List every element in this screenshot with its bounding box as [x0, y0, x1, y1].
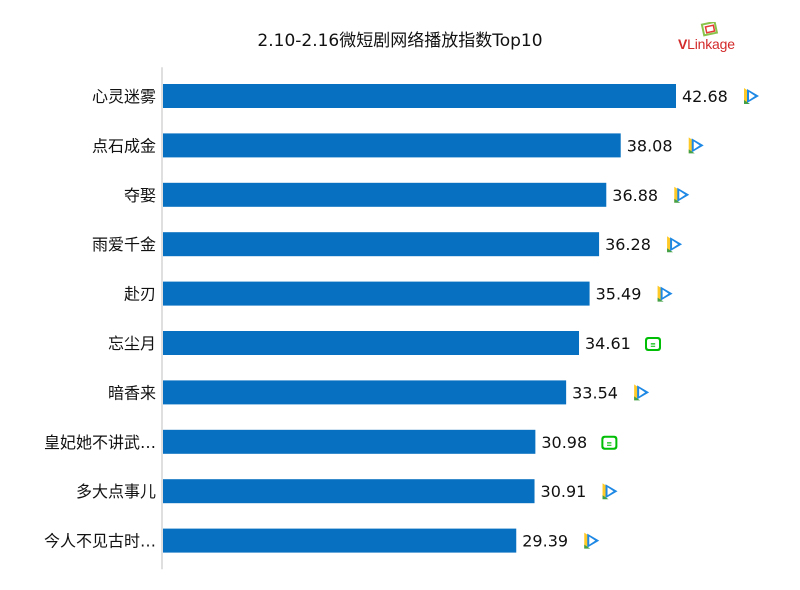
- bar: [163, 429, 536, 454]
- data-label: 36.88: [612, 186, 658, 205]
- vlinkage-logo: VLinkage: [678, 22, 768, 58]
- tencent-icon-accent: [584, 544, 591, 549]
- iqiyi-icon-inner: [603, 437, 616, 448]
- bar-row: 心灵迷雾 42.68: [92, 84, 759, 108]
- category-label: 雨爱千金: [92, 235, 156, 254]
- bar: [163, 331, 580, 355]
- bar-row: 今人不见古时… 29.39: [44, 528, 600, 553]
- category-label: 皇妃她不讲武…: [44, 433, 156, 452]
- bar-row: 皇妃她不讲武… 30.98 ≡: [44, 429, 618, 454]
- tencent-icon-accent: [674, 198, 681, 203]
- iqiyi-icon: ≡: [645, 337, 662, 351]
- data-label: 29.39: [522, 532, 568, 551]
- tencent-icon-accent: [744, 100, 750, 104]
- tencent-video-icon: [634, 384, 650, 401]
- iqiyi-icon: ≡: [601, 435, 618, 450]
- tencent-icon-play: [639, 388, 646, 397]
- category-label: 忘尘月: [108, 334, 156, 353]
- bar-row: 多大点事儿 30.91: [76, 479, 618, 504]
- category-label: 赴刃: [124, 285, 156, 304]
- bar-row: 暗香来 33.54: [108, 380, 650, 405]
- data-label: 30.98: [541, 433, 587, 452]
- bar: [163, 281, 590, 306]
- bar: [163, 232, 600, 257]
- tencent-video-icon: [584, 532, 600, 549]
- category-label: 今人不见古时…: [44, 532, 156, 551]
- tencent-video-icon: [688, 137, 704, 154]
- iqiyi-icon-inner: [647, 339, 660, 349]
- bar-row: 夺娶 36.88: [124, 182, 690, 207]
- category-label: 暗香来: [108, 383, 156, 402]
- data-label: 34.61: [585, 334, 631, 353]
- logo-text-rest: Linkage: [687, 36, 735, 52]
- tencent-icon-play: [679, 190, 686, 199]
- data-label: 35.49: [596, 285, 642, 304]
- tencent-icon-accent: [634, 396, 641, 401]
- tencent-icon-play: [749, 92, 755, 100]
- tencent-video-icon: [667, 236, 683, 253]
- category-label: 心灵迷雾: [92, 87, 156, 106]
- bar-row: 忘尘月 34.61 ≡: [108, 331, 662, 355]
- data-label: 30.91: [541, 482, 587, 501]
- tencent-icon-accent: [602, 495, 609, 500]
- logo-text-v: V: [678, 36, 688, 52]
- tencent-video-icon: [744, 88, 759, 104]
- bar-row: 赴刃 35.49: [124, 281, 673, 306]
- tencent-video-icon: [674, 186, 690, 203]
- tencent-icon-play: [662, 289, 669, 298]
- tencent-icon-play: [672, 240, 679, 249]
- bar: [163, 380, 567, 405]
- bar: [163, 182, 607, 207]
- data-label: 36.28: [605, 235, 651, 254]
- tencent-icon-play: [693, 141, 700, 150]
- data-label: 33.54: [572, 383, 618, 402]
- tencent-icon-accent: [657, 297, 664, 302]
- tencent-icon-play: [607, 487, 614, 496]
- bar-row: 雨爱千金 36.28: [92, 232, 683, 257]
- logo-text: VLinkage: [678, 36, 735, 52]
- bar: [163, 133, 621, 158]
- iqiyi-icon-glyph: ≡: [650, 341, 656, 349]
- tencent-video-icon: [657, 285, 673, 302]
- bar: [163, 528, 517, 553]
- category-label: 多大点事儿: [76, 482, 156, 501]
- bar: [163, 84, 676, 108]
- bar: [163, 479, 535, 504]
- bar-row: 点石成金 38.08: [92, 133, 704, 158]
- category-label: 夺娶: [124, 186, 156, 205]
- tencent-icon-accent: [667, 248, 674, 253]
- tencent-icon-accent: [688, 149, 695, 154]
- chart-title: 2.10-2.16微短剧网络播放指数Top10: [257, 31, 543, 51]
- data-label: 38.08: [627, 136, 673, 155]
- category-label: 点石成金: [92, 136, 156, 155]
- tencent-icon-play: [589, 536, 596, 545]
- logo-mark-icon: [700, 22, 719, 37]
- tencent-video-icon: [602, 483, 618, 500]
- data-label: 42.68: [682, 87, 728, 106]
- iqiyi-icon-glyph: ≡: [606, 440, 612, 448]
